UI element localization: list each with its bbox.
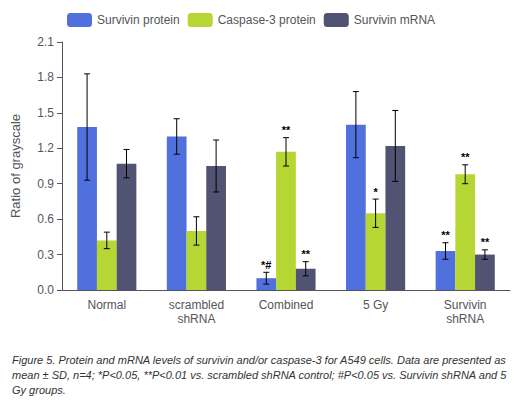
svg-text:**: ** <box>461 151 470 163</box>
svg-text:0.0: 0.0 <box>37 283 54 297</box>
svg-text:mean ± SD, n=4; *P<0.05, **P<0: mean ± SD, n=4; *P<0.05, **P<0.01 vs. sc… <box>12 369 509 381</box>
svg-text:**: ** <box>481 236 490 248</box>
svg-text:0.6: 0.6 <box>37 212 54 226</box>
svg-text:Combined: Combined <box>259 298 314 312</box>
svg-text:Figure 5. Protein and mRNA lev: Figure 5. Protein and mRNA levels of sur… <box>12 354 509 366</box>
svg-text:Survivin protein: Survivin protein <box>97 13 180 27</box>
svg-text:Gy groups.: Gy groups. <box>12 384 66 396</box>
svg-text:**: ** <box>301 248 310 260</box>
svg-text:shRNA: shRNA <box>177 312 215 326</box>
svg-text:*: * <box>373 186 378 198</box>
svg-text:1.2: 1.2 <box>37 141 54 155</box>
svg-text:**: ** <box>282 124 291 136</box>
svg-text:Normal: Normal <box>87 298 126 312</box>
svg-text:Ratio of grayscale: Ratio of grayscale <box>8 114 23 218</box>
svg-text:0.9: 0.9 <box>37 177 54 191</box>
svg-text:Survivin: Survivin <box>444 298 487 312</box>
svg-text:Caspase-3 protein: Caspase-3 protein <box>218 13 316 27</box>
svg-text:scrambled: scrambled <box>169 298 224 312</box>
svg-text:Survivin mRNA: Survivin mRNA <box>354 13 435 27</box>
svg-text:1.5: 1.5 <box>37 106 54 120</box>
svg-text:0.3: 0.3 <box>37 248 54 262</box>
svg-text:5 Gy: 5 Gy <box>363 298 388 312</box>
svg-text:**: ** <box>441 229 450 241</box>
svg-text:*#: *# <box>261 259 271 271</box>
svg-text:1.8: 1.8 <box>37 70 54 84</box>
svg-text:2.1: 2.1 <box>37 35 54 49</box>
svg-text:shRNA: shRNA <box>446 312 484 326</box>
